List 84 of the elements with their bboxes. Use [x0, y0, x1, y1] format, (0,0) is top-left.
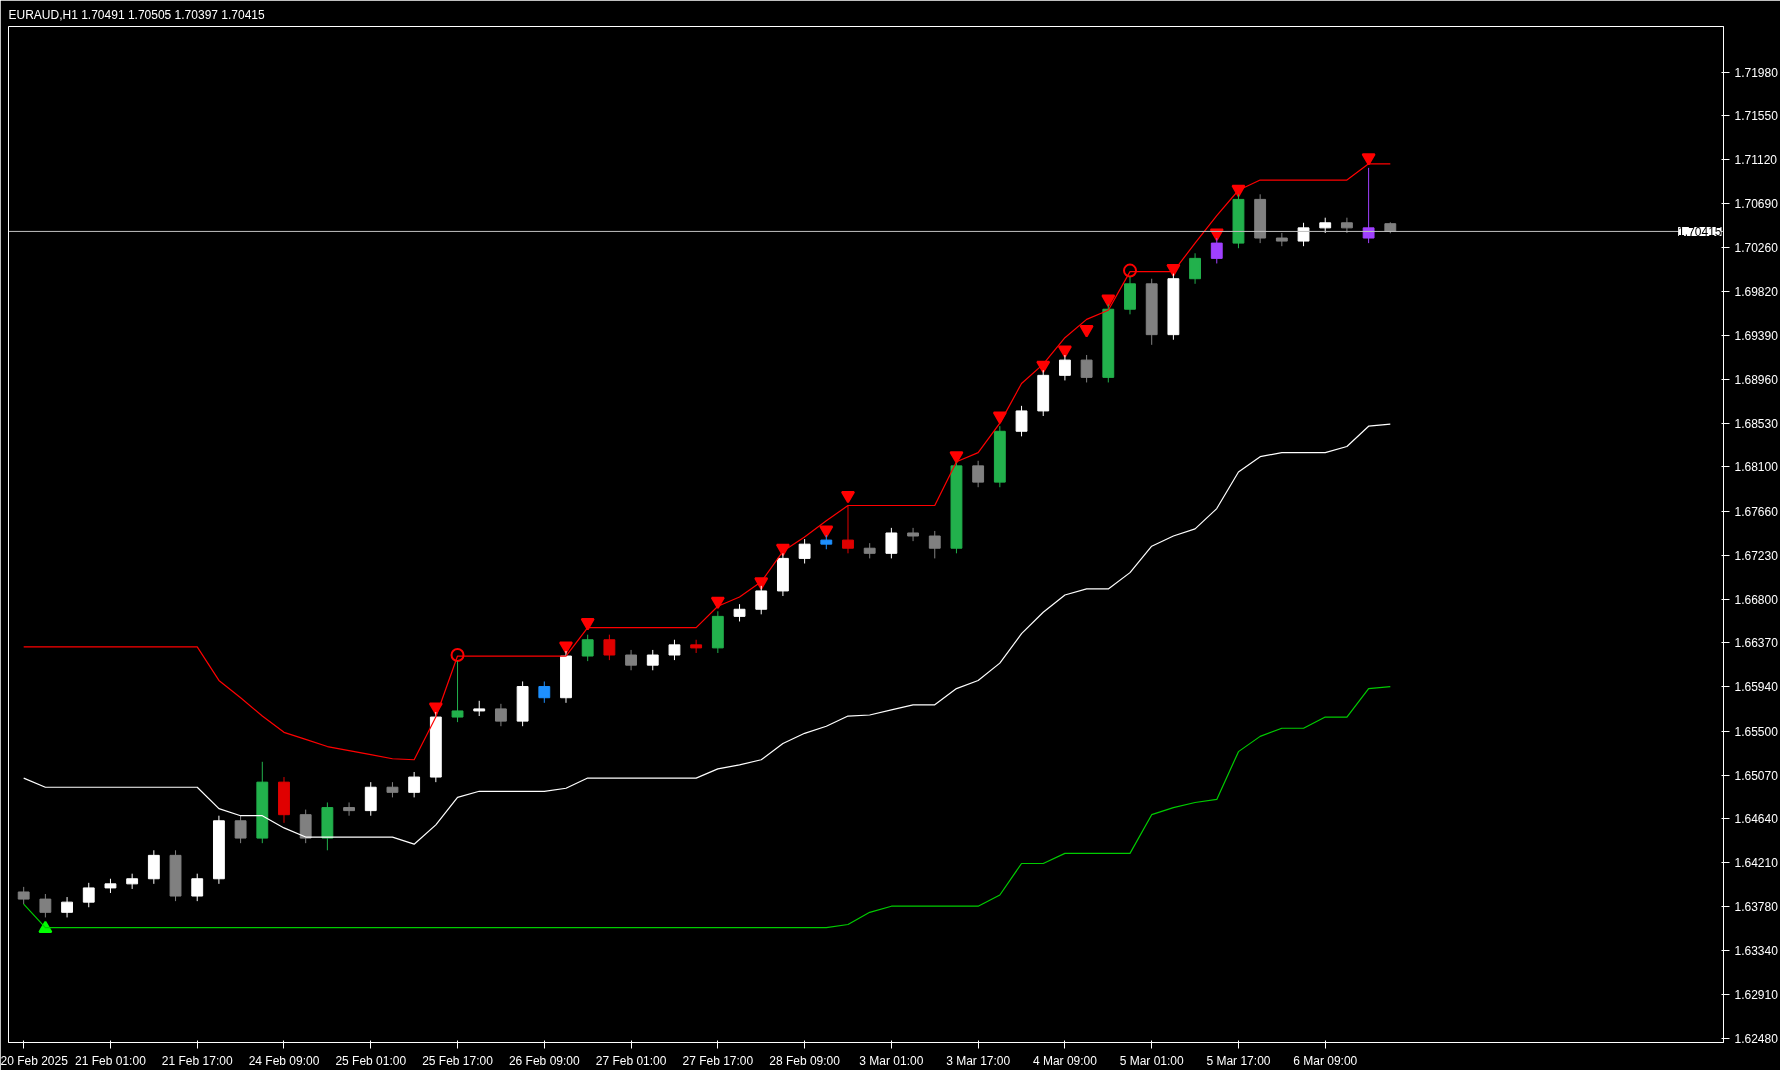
point: [1057, 345, 1072, 358]
x-tick-label: 3 Mar 17:00: [946, 1053, 1011, 1068]
candlestick: [885, 527, 898, 559]
candlestick: [972, 460, 985, 488]
candlestick: [1341, 217, 1353, 234]
y-tick-label: 1.66370: [1734, 636, 1779, 651]
candlestick: [1015, 405, 1028, 437]
candlestick: [603, 634, 616, 661]
y-tick-label: 1.67660: [1734, 505, 1779, 520]
candlestick: [1189, 252, 1201, 285]
point: [1361, 153, 1376, 166]
y-tick-label: 1.68960: [1734, 372, 1779, 387]
chart-title: EURAUD,H1 1.70491 1.70505 1.70397 1.70415: [8, 7, 266, 22]
y-tick-label: 1.69820: [1734, 285, 1779, 300]
x-tick-label: 5 Mar 17:00: [1206, 1053, 1271, 1068]
x-tick-label: 28 Feb 09:00: [769, 1053, 841, 1068]
x-tick-label: 20 Feb 2025: [0, 1053, 69, 1068]
ref-line-label: 1.70415: [1678, 224, 1722, 239]
candlestick: [1362, 167, 1375, 244]
x-tick-label: 5 Mar 01:00: [1119, 1053, 1185, 1068]
candlestick: [690, 639, 703, 654]
y-tick-label: 1.64640: [1734, 812, 1779, 827]
y-tick-label: 1.62910: [1734, 988, 1779, 1003]
point: [841, 490, 855, 504]
candlestick: [299, 809, 312, 844]
y-tick-label: 1.67230: [1734, 548, 1779, 563]
y-tick-label: 1.69390: [1734, 329, 1779, 344]
candlestick: [668, 639, 681, 661]
y-tick-label: 1.65070: [1734, 768, 1779, 783]
candlestick: [798, 538, 811, 564]
candlestick: [842, 505, 854, 554]
y-tick-label: 1.71120: [1734, 153, 1778, 168]
point: [1079, 325, 1094, 338]
point: [558, 641, 573, 654]
candlestick: [581, 634, 594, 662]
y-tick-label: 1.65500: [1734, 724, 1779, 739]
candlestick: [39, 893, 52, 918]
y-tick-label: 1.71550: [1734, 109, 1779, 124]
candlestick: [191, 873, 204, 902]
candlestick: [61, 896, 73, 918]
point: [580, 618, 595, 631]
candlestick: [646, 649, 659, 671]
point: [1123, 263, 1137, 278]
candlestick: [907, 527, 919, 542]
candlestick: [234, 815, 247, 844]
candlestick: [126, 873, 139, 890]
y-tick-label: 1.71980: [1734, 65, 1779, 80]
candlestick: [538, 680, 551, 704]
candlestick: [82, 882, 95, 908]
x-tick-label: 21 Feb 17:00: [161, 1053, 233, 1068]
x-tick-label: 4 Mar 09:00: [1032, 1053, 1098, 1068]
x-tick-label: 24 Feb 09:00: [248, 1053, 320, 1068]
y-tick-label: 1.66800: [1734, 592, 1779, 607]
y-tick-label: 1.63780: [1734, 899, 1779, 914]
candlestick: [1080, 354, 1093, 383]
point: [1101, 294, 1116, 307]
y-tick-label: 1.68100: [1734, 460, 1779, 475]
y-tick-label: 1.63340: [1734, 944, 1779, 959]
point: [819, 525, 834, 538]
y-tick-label: 1.65940: [1734, 680, 1779, 695]
point: [450, 648, 465, 662]
x-tick-label: 25 Feb 01:00: [335, 1053, 407, 1068]
candlestick: [147, 849, 160, 885]
x-tick-label: 26 Feb 09:00: [508, 1053, 580, 1068]
x-tick-label: 3 Mar 01:00: [859, 1053, 924, 1068]
y-tick-label: 1.62480: [1734, 1031, 1779, 1046]
line-series: [23, 423, 1391, 845]
candlestick: [343, 801, 355, 817]
y-tick-label: 1.70690: [1734, 196, 1779, 211]
candlestick: [408, 771, 421, 798]
x-tick-label: 6 Mar 09:00: [1293, 1053, 1358, 1068]
candlestick: [928, 530, 941, 559]
x-tick-label: 21 Feb 01:00: [75, 1053, 147, 1068]
x-tick-label: 27 Feb 01:00: [595, 1053, 667, 1068]
x-tick-label: 25 Feb 17:00: [422, 1053, 494, 1068]
y-tick-label: 1.70260: [1734, 240, 1779, 255]
y-tick-label: 1.64210: [1734, 855, 1779, 870]
x-tick-label: 27 Feb 17:00: [682, 1053, 754, 1068]
candlestick: [364, 781, 377, 817]
candlestick: [625, 649, 637, 671]
point: [710, 596, 725, 610]
candlestick: [494, 703, 507, 727]
point: [949, 451, 964, 464]
y-tick-label: 1.68530: [1734, 416, 1779, 431]
